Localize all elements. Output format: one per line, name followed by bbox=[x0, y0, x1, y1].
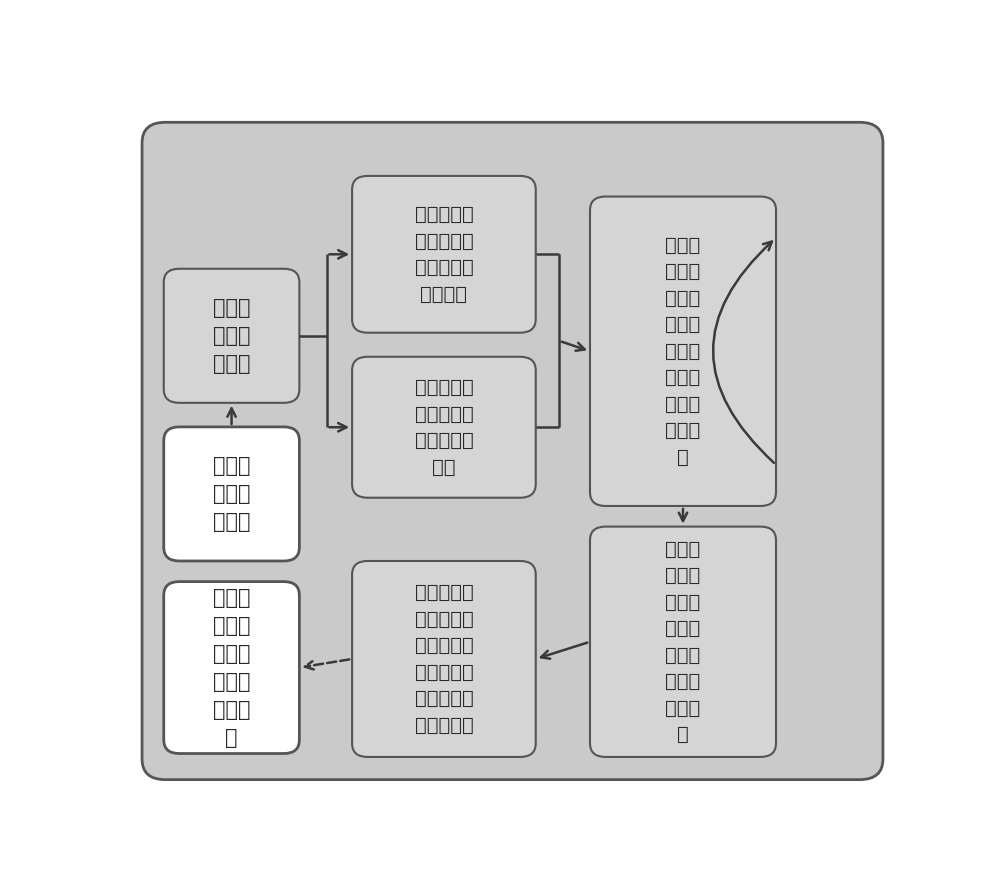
Text: 提取电
路的原
始输入: 提取电 路的原 始输入 bbox=[213, 297, 250, 374]
FancyBboxPatch shape bbox=[590, 196, 776, 506]
FancyBboxPatch shape bbox=[352, 357, 536, 497]
Text: 构建信号基
于混合编码
的概率转移
矩阵: 构建信号基 于混合编码 的概率转移 矩阵 bbox=[415, 378, 473, 477]
Text: 构建信号基
于混合编码
的输入概率
分布矩阵: 构建信号基 于混合编码 的输入概率 分布矩阵 bbox=[415, 205, 473, 304]
FancyBboxPatch shape bbox=[352, 176, 536, 333]
Text: 构建电
路基本
构件基
于混合
编码的
可靠度
加载矩
阵: 构建电 路基本 构件基 于混合 编码的 可靠度 加载矩 阵 bbox=[665, 539, 701, 744]
FancyBboxPatch shape bbox=[164, 427, 299, 561]
Text: 提取电
路基本
构件并
构建其
基于混
合编码
的概率
转移矩
阵: 提取电 路基本 构件并 构建其 基于混 合编码 的概率 转移矩 阵 bbox=[665, 236, 701, 467]
FancyBboxPatch shape bbox=[164, 269, 299, 403]
FancyBboxPatch shape bbox=[590, 527, 776, 757]
Text: 利用张量积
与矩阵乘获
取电路基本
构件的输出
可靠度与输
出概率分布: 利用张量积 与矩阵乘获 取电路基本 构件的输出 可靠度与输 出概率分布 bbox=[415, 583, 473, 735]
FancyBboxPatch shape bbox=[352, 561, 536, 757]
FancyBboxPatch shape bbox=[164, 581, 299, 754]
FancyBboxPatch shape bbox=[142, 122, 883, 780]
Text: 提取评
估结果
以供电
路设计
人员使
用: 提取评 估结果 以供电 路设计 人员使 用 bbox=[213, 588, 250, 747]
Text: 读取并
解析电
路网表: 读取并 解析电 路网表 bbox=[213, 456, 250, 532]
